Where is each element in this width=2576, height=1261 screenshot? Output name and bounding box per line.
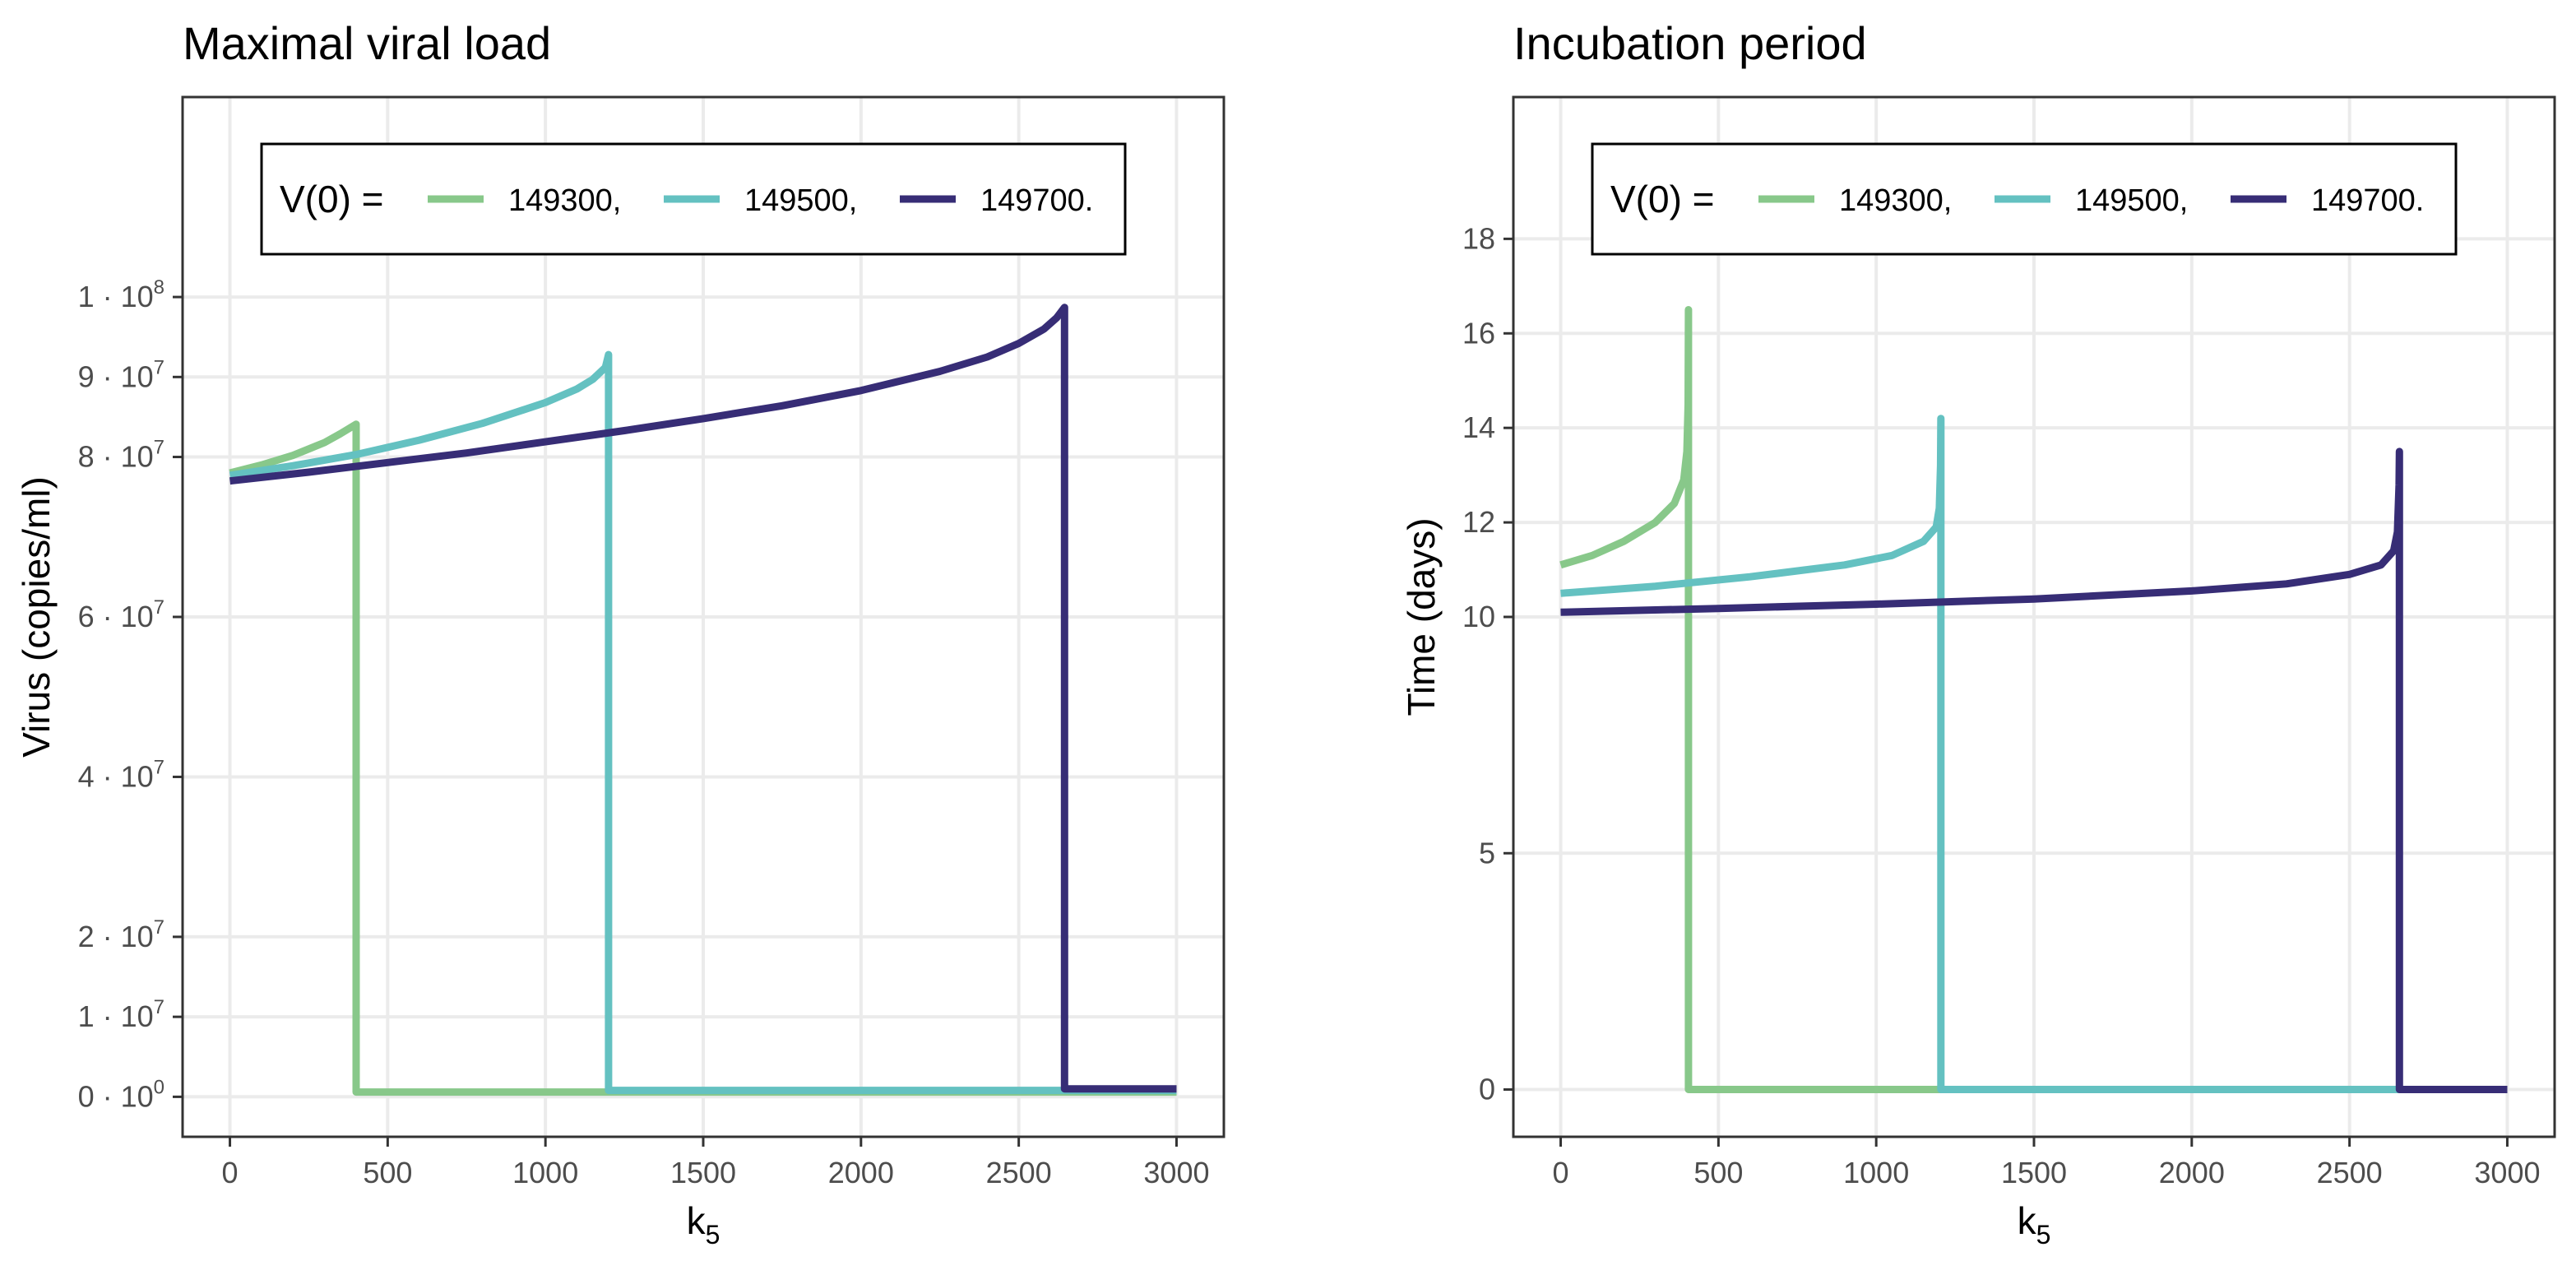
viral-load-series-149500	[229, 350, 1177, 1095]
incubation-series-149300	[1559, 306, 2508, 1093]
viral-load-x-tick-label: 1500	[670, 1156, 736, 1189]
incubation-legend-label-149300: 149300,	[1839, 183, 1952, 218]
viral-load-series-149300	[229, 420, 1177, 1096]
viral-load-series-149700	[229, 304, 1177, 1093]
incubation-x-tick-label: 1500	[2001, 1156, 2067, 1189]
viral-load-y-tick-label: 1 · 107	[78, 996, 164, 1033]
viral-load-x-axis-title: k5	[687, 1199, 720, 1249]
incubation-y-tick-label: 12	[1462, 505, 1495, 539]
incubation-legend-label-149700: 149700.	[2311, 183, 2424, 218]
viral-load-legend-title: V(0) =	[280, 178, 384, 220]
viral-load-y-tick-label: 4 · 107	[78, 756, 164, 793]
incubation-title: Incubation period	[1513, 17, 1867, 69]
viral-load-legend-label-149300: 149300,	[508, 183, 621, 218]
viral-load-y-tick-label: 9 · 107	[78, 356, 164, 393]
viral-load-legend: V(0) = 149300, 149500, 149700.	[260, 142, 1127, 256]
incubation-y-tick-label: 0	[1479, 1073, 1495, 1106]
viral-load-legend-label-149500: 149500,	[744, 183, 857, 218]
incubation-y-tick-label: 10	[1462, 600, 1495, 633]
incubation-legend-title: V(0) =	[1610, 178, 1715, 220]
incubation-x-tick-label: 0	[1553, 1156, 1569, 1189]
viral-load-y-tick-label: 6 · 107	[78, 596, 164, 633]
incubation-series-149700	[1560, 447, 2508, 1093]
incubation-y-axis-title: Time (days)	[1400, 517, 1443, 716]
viral-load-x-tick-label: 2500	[986, 1156, 1052, 1189]
incubation-x-tick-label: 1000	[1843, 1156, 1909, 1189]
viral-load-legend-label-149700: 149700.	[980, 183, 1093, 218]
incubation-x-tick-label: 3000	[2474, 1156, 2540, 1189]
viral-load-y-axis-title: Virus (copies/ml)	[15, 476, 58, 758]
viral-load-panel: Maximal viral load 0 500 1000 1500 2000 2500 3…	[15, 17, 1225, 1249]
viral-load-x-tick-label: 3000	[1143, 1156, 1209, 1189]
incubation-series-149500	[1560, 415, 2508, 1093]
incubation-x-tick-label: 2000	[2159, 1156, 2225, 1189]
incubation-x-tick-label: 2500	[2317, 1156, 2383, 1189]
incubation-y-tick-label: 5	[1479, 836, 1495, 869]
incubation-y-tick-label: 18	[1462, 221, 1495, 255]
viral-load-title: Maximal viral load	[183, 17, 551, 69]
viral-load-y-tick-label: 2 · 107	[78, 916, 164, 953]
incubation-legend: V(0) = 149300, 149500, 149700.	[1591, 142, 2458, 256]
viral-load-x-tick-label: 2000	[828, 1156, 894, 1189]
viral-load-x-tick-label: 1000	[512, 1156, 578, 1189]
viral-load-y-tick-label: 8 · 107	[78, 437, 164, 474]
incubation-y-tick-label: 14	[1462, 410, 1495, 444]
viral-load-y-tick-label: 1 · 108	[78, 276, 164, 313]
viral-load-y-tick-label: 0 · 100	[78, 1076, 164, 1113]
viral-load-x-tick-label: 500	[363, 1156, 412, 1189]
incubation-panel: Incubation period 0 500 1000 1500 2000 2500 30…	[1400, 17, 2556, 1249]
incubation-x-axis-title: k5	[2018, 1199, 2051, 1249]
incubation-legend-label-149500: 149500,	[2075, 183, 2188, 218]
incubation-x-tick-label: 500	[1693, 1156, 1743, 1189]
incubation-y-tick-label: 16	[1462, 316, 1495, 350]
viral-load-x-tick-label: 0	[222, 1156, 239, 1189]
